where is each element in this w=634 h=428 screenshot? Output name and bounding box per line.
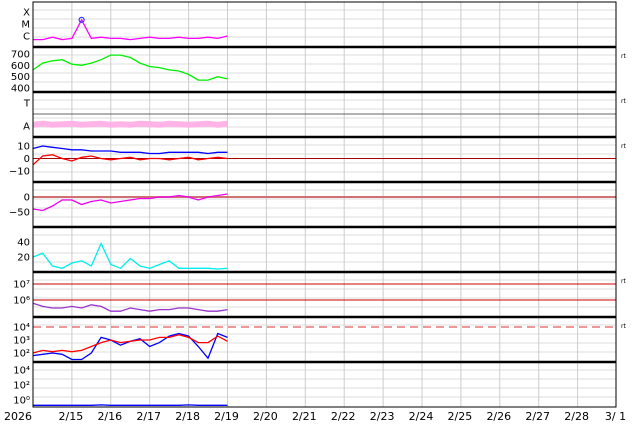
realtime-label: rt <box>621 143 626 150</box>
x-tick-label: 2/26 <box>486 410 511 423</box>
panel-frames <box>33 2 616 407</box>
x-tick-label: 2/19 <box>214 410 239 423</box>
imf-bz-bt-series-0 <box>33 146 228 154</box>
y-tick-label-xray: X <box>23 8 30 19</box>
x-tick-label: 2/20 <box>253 410 278 423</box>
realtime-label: rt <box>621 53 626 60</box>
realtime-label: rt <box>621 323 626 330</box>
y-tick-label-density: 40 <box>17 238 30 249</box>
plot-frame <box>33 2 616 407</box>
x-tick-label: 2/27 <box>525 410 550 423</box>
x-tick-label: 2/24 <box>409 410 434 423</box>
y-tick-label-xray: M <box>21 20 30 31</box>
y-tick-label-dst: 0 <box>24 193 30 204</box>
y-tick-label-xray: C <box>23 32 30 43</box>
proton-flux-series-0 <box>33 334 228 360</box>
y-tick-label-proton-flux: 10³ <box>13 336 30 347</box>
realtime-label: rt <box>621 278 626 285</box>
y-tick-label-dst: −50 <box>9 208 30 219</box>
axis-labels: XMC700600500400rtTArt100−10rt0−50402010⁷… <box>4 8 626 424</box>
x-tick-label: 2/22 <box>331 410 356 423</box>
y-tick-label-solar-wind-speed: 600 <box>11 61 30 72</box>
y-tick-label-solar-wind-speed: 500 <box>11 72 30 83</box>
y-tick-label-imf-bz-bt: 10 <box>17 142 30 153</box>
x-tick-label: 2/17 <box>136 410 161 423</box>
x-tick-label: 2/21 <box>292 410 317 423</box>
y-tick-label-imf-polarity: T <box>23 99 31 110</box>
y-tick-label-imf-bz-bt: −10 <box>9 167 30 178</box>
y-tick-label-proton-flux: 10⁴ <box>13 323 30 334</box>
density-series-0 <box>33 244 228 270</box>
year-label: 2026 <box>4 410 32 423</box>
y-tick-label-imf-polarity: A <box>23 122 30 133</box>
y-tick-label-density: 20 <box>17 253 30 264</box>
y-tick-label-solar-wind-speed: 400 <box>11 84 30 95</box>
x-tick-label: 2/25 <box>448 410 473 423</box>
y-tick-label-proton-flux: 10² <box>13 349 30 360</box>
y-tick-label-neutron: 10⁰ <box>13 396 30 407</box>
x-tick-label: 2/18 <box>175 410 200 423</box>
y-tick-label-neutron: 10² <box>13 381 30 392</box>
grid <box>33 2 616 407</box>
x-tick-label: 3/ 1 <box>605 410 626 423</box>
y-tick-label-solar-wind-speed: 700 <box>11 50 30 61</box>
realtime-label: rt <box>621 98 626 105</box>
x-tick-label: 2/23 <box>370 410 395 423</box>
series-marks <box>33 17 616 405</box>
x-tick-label: 2/16 <box>97 410 122 423</box>
x-tick-label: 2/28 <box>564 410 589 423</box>
proton-flux-series-1 <box>33 335 228 353</box>
y-tick-label-imf-bz-bt: 0 <box>24 154 30 165</box>
x-tick-label: 2/15 <box>59 410 84 423</box>
solar-wind-speed-series-0 <box>33 55 228 80</box>
y-tick-label-neutron: 10⁴ <box>13 366 30 377</box>
imf-polarity-series-0 <box>33 124 228 125</box>
y-tick-label-electron-flux: 10⁷ <box>13 280 30 291</box>
y-tick-label-electron-flux: 10⁶ <box>13 296 30 307</box>
